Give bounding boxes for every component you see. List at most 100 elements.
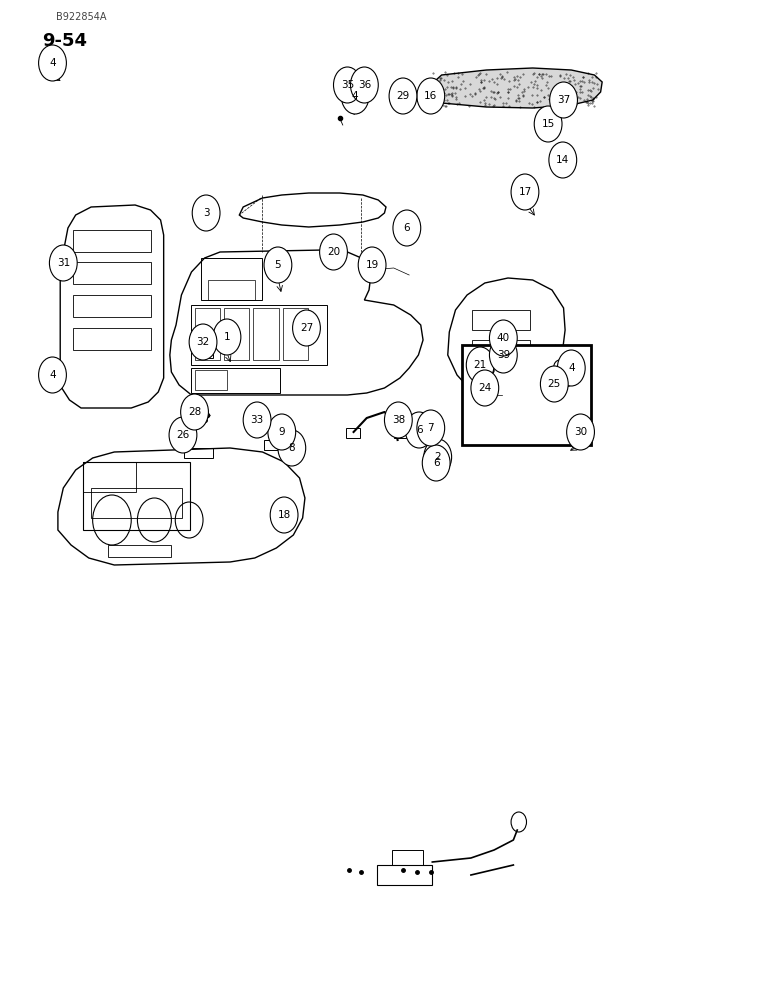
Circle shape	[466, 347, 494, 383]
Circle shape	[243, 402, 271, 438]
Text: 31: 31	[56, 258, 70, 268]
Text: 21: 21	[473, 360, 487, 370]
Bar	[224, 308, 249, 360]
Circle shape	[384, 402, 412, 438]
Text: 35: 35	[340, 80, 354, 90]
Circle shape	[567, 414, 594, 450]
Circle shape	[424, 439, 452, 475]
Circle shape	[278, 430, 306, 466]
Text: 27: 27	[300, 323, 313, 333]
Circle shape	[549, 142, 577, 178]
Text: 30: 30	[574, 427, 587, 437]
Circle shape	[341, 78, 369, 114]
Bar	[73, 328, 151, 350]
Bar	[199, 348, 213, 358]
Circle shape	[49, 245, 77, 281]
Bar	[184, 448, 213, 458]
Text: 9: 9	[279, 427, 285, 437]
Text: 24: 24	[478, 383, 492, 393]
Bar	[253, 308, 279, 360]
Circle shape	[422, 445, 450, 481]
Text: 28: 28	[188, 407, 201, 417]
Circle shape	[350, 67, 378, 103]
Text: 25: 25	[547, 379, 561, 389]
Bar	[346, 428, 360, 438]
Text: 40: 40	[496, 333, 510, 343]
Text: 29: 29	[396, 91, 410, 101]
Circle shape	[334, 67, 361, 103]
Text: 3: 3	[203, 208, 209, 218]
Circle shape	[557, 350, 585, 386]
Text: 4: 4	[49, 58, 56, 68]
Text: 20: 20	[327, 247, 340, 257]
Circle shape	[268, 414, 296, 450]
Text: 38: 38	[391, 415, 405, 425]
Circle shape	[39, 357, 66, 393]
Text: 9-54: 9-54	[42, 32, 87, 50]
Circle shape	[489, 320, 517, 356]
Text: 14: 14	[556, 155, 570, 165]
Text: 33: 33	[250, 415, 264, 425]
Circle shape	[213, 319, 241, 355]
Text: 1: 1	[224, 332, 230, 342]
Bar	[73, 295, 151, 317]
Text: 6: 6	[433, 458, 439, 468]
Circle shape	[405, 412, 433, 448]
Circle shape	[417, 78, 445, 114]
Bar	[392, 850, 423, 865]
Bar	[83, 462, 190, 530]
Circle shape	[393, 210, 421, 246]
Text: 4: 4	[49, 370, 56, 380]
Circle shape	[550, 82, 577, 118]
Bar	[377, 865, 432, 885]
Bar	[201, 258, 262, 300]
Text: 32: 32	[196, 337, 210, 347]
Circle shape	[358, 247, 386, 283]
Circle shape	[293, 310, 320, 346]
Text: 26: 26	[176, 430, 190, 440]
Circle shape	[534, 106, 562, 142]
Bar	[73, 262, 151, 284]
Text: 5: 5	[275, 260, 281, 270]
Text: 37: 37	[557, 95, 571, 105]
Circle shape	[417, 410, 445, 446]
Bar	[472, 340, 530, 360]
Bar	[462, 345, 591, 445]
Bar	[195, 370, 227, 390]
Text: 4: 4	[352, 91, 358, 101]
Text: 19: 19	[365, 260, 379, 270]
Bar	[208, 280, 255, 300]
Circle shape	[320, 234, 347, 270]
Text: 36: 36	[357, 80, 371, 90]
Text: 8: 8	[289, 443, 295, 453]
Text: 6: 6	[404, 223, 410, 233]
Text: 4: 4	[568, 363, 574, 373]
Text: 39: 39	[496, 350, 510, 360]
Bar	[195, 308, 220, 360]
Circle shape	[270, 497, 298, 533]
Circle shape	[169, 417, 197, 453]
Bar	[431, 462, 445, 472]
Polygon shape	[428, 68, 602, 108]
Circle shape	[489, 337, 517, 373]
Text: 6: 6	[416, 425, 422, 435]
Circle shape	[471, 370, 499, 406]
Text: 17: 17	[518, 187, 532, 197]
Text: B922854A: B922854A	[56, 12, 106, 22]
Bar	[108, 545, 171, 557]
Text: 7: 7	[428, 423, 434, 433]
Bar	[283, 308, 308, 360]
Bar	[83, 462, 136, 492]
Bar	[472, 310, 530, 330]
Circle shape	[39, 45, 66, 81]
Bar	[73, 230, 151, 252]
Bar	[394, 428, 408, 438]
Circle shape	[389, 78, 417, 114]
Circle shape	[192, 195, 220, 231]
Text: 2: 2	[435, 452, 441, 462]
Bar	[264, 440, 283, 450]
Text: 15: 15	[541, 119, 555, 129]
Circle shape	[189, 324, 217, 360]
Circle shape	[264, 247, 292, 283]
Bar	[91, 488, 182, 518]
